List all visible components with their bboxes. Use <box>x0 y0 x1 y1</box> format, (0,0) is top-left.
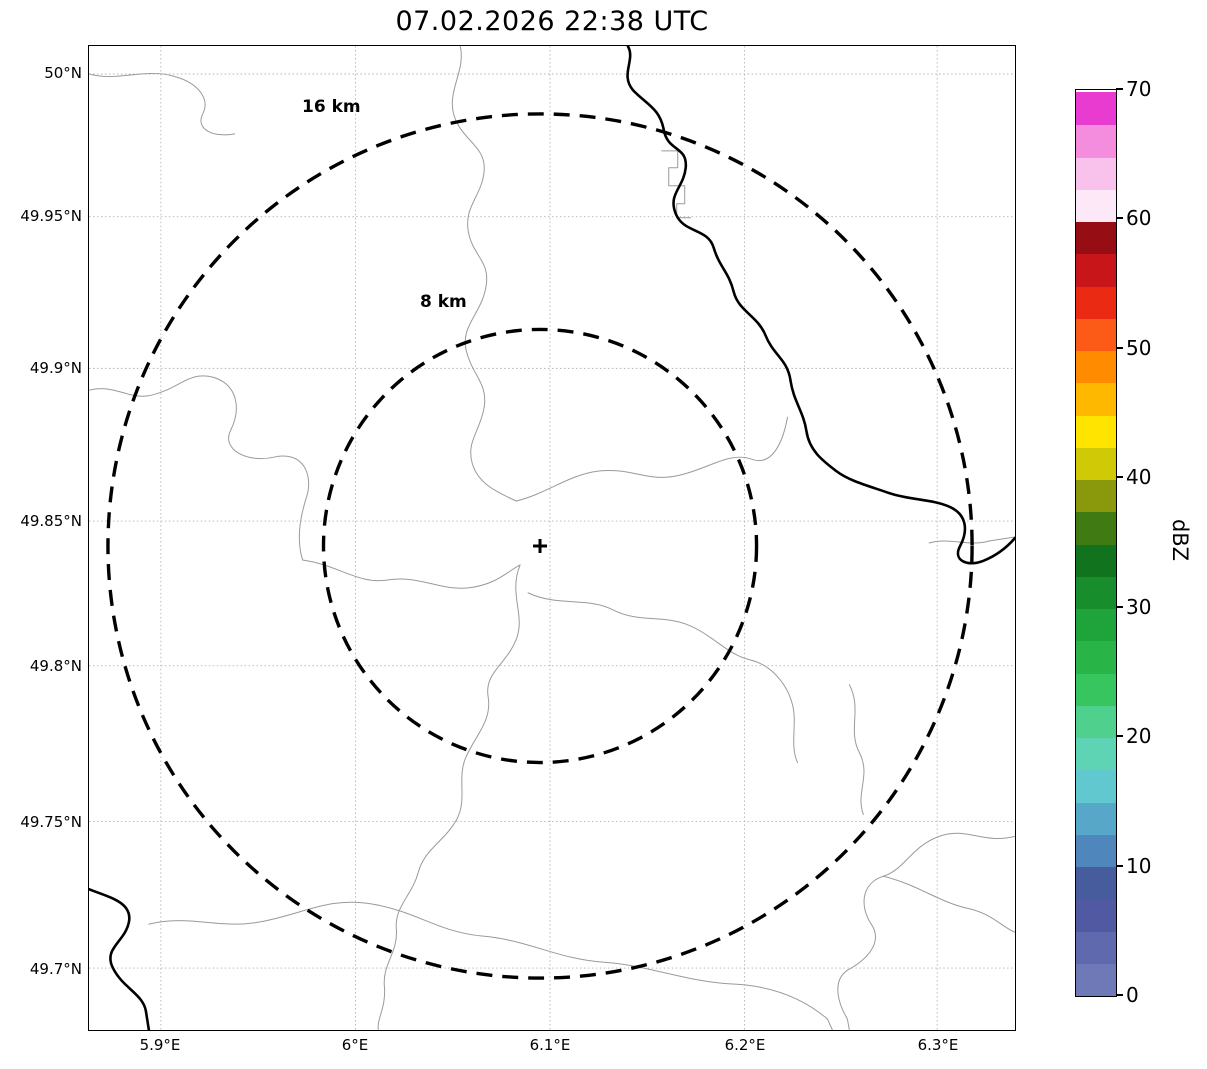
river-line <box>89 46 1015 1030</box>
colorbar-segment <box>1076 221 1116 255</box>
colorbar-tick-label: 30 <box>1126 595 1152 619</box>
x-tick-label: 6.2°E <box>724 1036 766 1054</box>
range-ring-8km <box>321 327 759 765</box>
colorbar-segment <box>1076 511 1116 545</box>
colorbar-segment <box>1076 253 1116 287</box>
colorbar-tick-mark <box>1116 735 1123 738</box>
colorbar-segment <box>1076 189 1116 222</box>
colorbar-segment <box>1076 640 1116 674</box>
colorbar-tick-label: 40 <box>1126 465 1152 489</box>
colorbar-tick-mark <box>1116 88 1123 90</box>
range-ring-8km-label: 8 km <box>420 292 467 312</box>
colorbar-segment <box>1076 285 1116 319</box>
x-tick-label: 6.3°E <box>917 1036 959 1054</box>
x-tick-label: 6.1°E <box>529 1036 571 1054</box>
colorbar-segment <box>1076 898 1116 932</box>
colorbar-tick-mark <box>1116 605 1123 608</box>
colorbar-segment <box>1076 769 1116 803</box>
colorbar-segment <box>1076 866 1116 900</box>
colorbar-segment <box>1076 318 1116 351</box>
colorbar-segment <box>1076 479 1116 513</box>
colorbar-axis-label: dBZ <box>1168 518 1192 562</box>
colorbar-segment <box>1076 737 1116 771</box>
colorbar-segment <box>1076 382 1116 416</box>
colorbar-tick-mark <box>1116 217 1123 220</box>
colorbar-segment <box>1076 930 1116 964</box>
colorbar <box>1075 89 1117 997</box>
colorbar-tick-label: 0 <box>1126 983 1139 1007</box>
plot-title: 07.02.2026 22:38 UTC <box>395 6 709 37</box>
colorbar-tick-label: 70 <box>1126 77 1152 101</box>
colorbar-tick-mark <box>1116 864 1123 867</box>
range-ring-16km <box>106 112 974 980</box>
y-tick-label: 49.7°N <box>29 960 82 978</box>
map-plot-area <box>88 45 1016 1031</box>
colorbar-segment <box>1076 705 1116 738</box>
colorbar-segment <box>1076 576 1116 609</box>
admin-border-lines <box>89 46 1015 1030</box>
colorbar-tick-mark <box>1116 346 1123 349</box>
colorbar-segment <box>1076 156 1116 190</box>
colorbar-segment <box>1076 834 1116 867</box>
colorbar-segment <box>1076 963 1116 996</box>
colorbar-segment <box>1076 608 1116 642</box>
colorbar-tick-mark <box>1116 994 1123 996</box>
colorbar-tick-label: 50 <box>1126 336 1152 360</box>
colorbar-tick-label: 60 <box>1126 206 1152 230</box>
x-tick-label: 5.9°E <box>139 1036 181 1054</box>
colorbar-segment <box>1076 92 1116 126</box>
y-tick-label: 49.75°N <box>20 813 82 831</box>
x-tick-label: 6°E <box>341 1036 369 1054</box>
colorbar-segment <box>1076 350 1116 384</box>
radar-site-marker <box>533 538 548 553</box>
y-tick-label: 50°N <box>44 64 82 82</box>
y-tick-label: 49.85°N <box>20 512 82 530</box>
map-canvas <box>89 46 1015 1030</box>
colorbar-segment <box>1076 414 1116 448</box>
colorbar-segment <box>1076 543 1116 577</box>
colorbar-segment <box>1076 124 1116 158</box>
colorbar-tick-label: 20 <box>1126 724 1152 748</box>
range-ring-16km-label: 16 km <box>302 97 361 117</box>
y-tick-label: 49.8°N <box>29 657 82 675</box>
y-tick-label: 49.95°N <box>20 207 82 225</box>
colorbar-tick-mark <box>1116 476 1123 479</box>
colorbar-segment <box>1076 801 1116 835</box>
y-tick-label: 49.9°N <box>29 359 82 377</box>
colorbar-segments <box>1076 90 1116 996</box>
colorbar-segment <box>1076 447 1116 480</box>
grid-lines <box>89 46 1015 1030</box>
colorbar-tick-label: 10 <box>1126 854 1152 878</box>
colorbar-segment <box>1076 672 1116 706</box>
